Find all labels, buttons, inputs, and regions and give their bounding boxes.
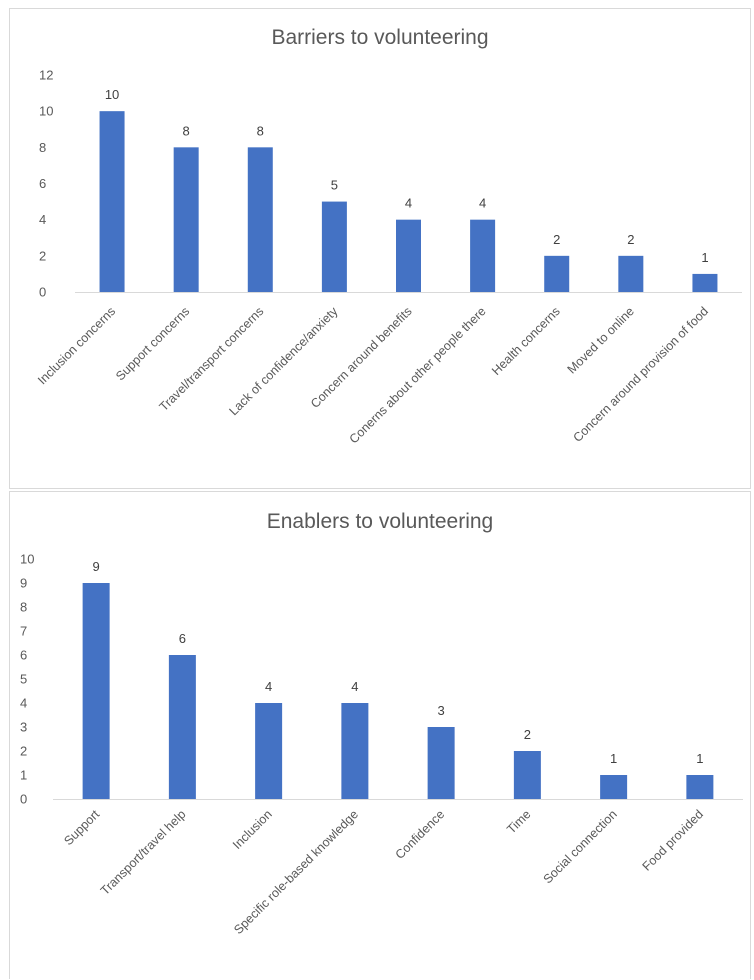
data-label: 6 xyxy=(179,631,186,646)
bar xyxy=(255,703,283,799)
bar xyxy=(396,219,421,292)
y-tick-label: 7 xyxy=(20,624,27,639)
y-tick-label: 10 xyxy=(20,552,34,567)
x-tick-label: Food provided xyxy=(640,807,706,873)
y-tick-label: 4 xyxy=(20,696,27,711)
bar xyxy=(618,255,644,292)
enablers-chart-panel: Enablers to volunteering 0 1 2 3 4 5 6 7 8 9 10 9 Su… xyxy=(9,491,751,979)
data-label: 4 xyxy=(351,679,358,694)
data-label: 1 xyxy=(701,250,708,265)
bar xyxy=(686,775,714,799)
data-label: 3 xyxy=(438,703,445,718)
barriers-chart-panel: Barriers to volunteering 0 2 4 6 8 10 12 10 Incl… xyxy=(9,8,751,489)
x-tick-label: Support concerns xyxy=(113,304,192,383)
data-label: 4 xyxy=(405,196,412,211)
y-tick-label: 12 xyxy=(39,68,53,83)
x-tick-label: Support xyxy=(61,807,102,848)
bar xyxy=(600,775,628,799)
chart-title: Barriers to volunteering xyxy=(271,26,489,49)
data-label: 2 xyxy=(627,232,634,247)
y-tick-label: 2 xyxy=(20,744,27,759)
x-tick-label: Health concerns xyxy=(489,304,563,378)
y-tick-label: 0 xyxy=(20,792,27,807)
x-tick-label: Confidence xyxy=(393,807,448,862)
bar xyxy=(341,703,369,799)
y-tick-label: 0 xyxy=(39,285,46,300)
x-tick-label: Inclusion concerns xyxy=(35,304,118,387)
y-tick-label: 8 xyxy=(39,140,46,155)
bar xyxy=(692,273,718,292)
bar xyxy=(470,219,496,292)
bar xyxy=(427,727,455,799)
y-tick-label: 5 xyxy=(20,672,27,687)
data-label: 2 xyxy=(553,232,560,247)
y-tick-label: 3 xyxy=(20,720,27,735)
bar xyxy=(82,583,110,799)
data-label: 4 xyxy=(265,679,272,694)
y-tick-label: 6 xyxy=(20,648,27,663)
x-tick-label: Time xyxy=(504,807,533,836)
data-label: 8 xyxy=(257,123,264,138)
y-tick-label: 1 xyxy=(20,768,27,783)
bar xyxy=(513,751,541,799)
data-label: 9 xyxy=(93,559,100,574)
data-label: 1 xyxy=(610,751,617,766)
data-label: 8 xyxy=(183,123,190,138)
bar xyxy=(173,147,199,292)
bar xyxy=(168,655,196,799)
x-tick-label: Moved to online xyxy=(565,304,637,376)
chart-title: Enablers to volunteering xyxy=(266,510,494,533)
y-tick-label: 8 xyxy=(20,600,27,615)
bar xyxy=(247,147,273,292)
data-label: 4 xyxy=(479,196,486,211)
x-tick-label: Concern around provision of food xyxy=(570,304,711,445)
x-tick-label: Inclusion xyxy=(230,807,275,852)
data-label: 5 xyxy=(331,178,338,193)
data-label: 2 xyxy=(524,727,531,742)
data-label: 10 xyxy=(105,87,119,102)
bar xyxy=(321,201,347,292)
y-tick-label: 9 xyxy=(20,576,27,591)
y-tick-label: 4 xyxy=(39,212,46,227)
bar xyxy=(99,111,125,293)
y-tick-label: 2 xyxy=(39,248,46,263)
x-tick-label: Social connection xyxy=(541,807,620,886)
y-tick-label: 6 xyxy=(39,176,46,191)
x-tick-label: Conerns about other people there xyxy=(347,304,489,446)
enablers-chart: 0 1 2 3 4 5 6 7 8 9 10 9 Support 6 Transport/travel he… xyxy=(20,552,743,937)
bar xyxy=(544,255,570,292)
x-tick-label: Transport/travel help xyxy=(98,807,189,898)
y-tick-label: 10 xyxy=(39,104,53,119)
data-label: 1 xyxy=(696,751,703,766)
